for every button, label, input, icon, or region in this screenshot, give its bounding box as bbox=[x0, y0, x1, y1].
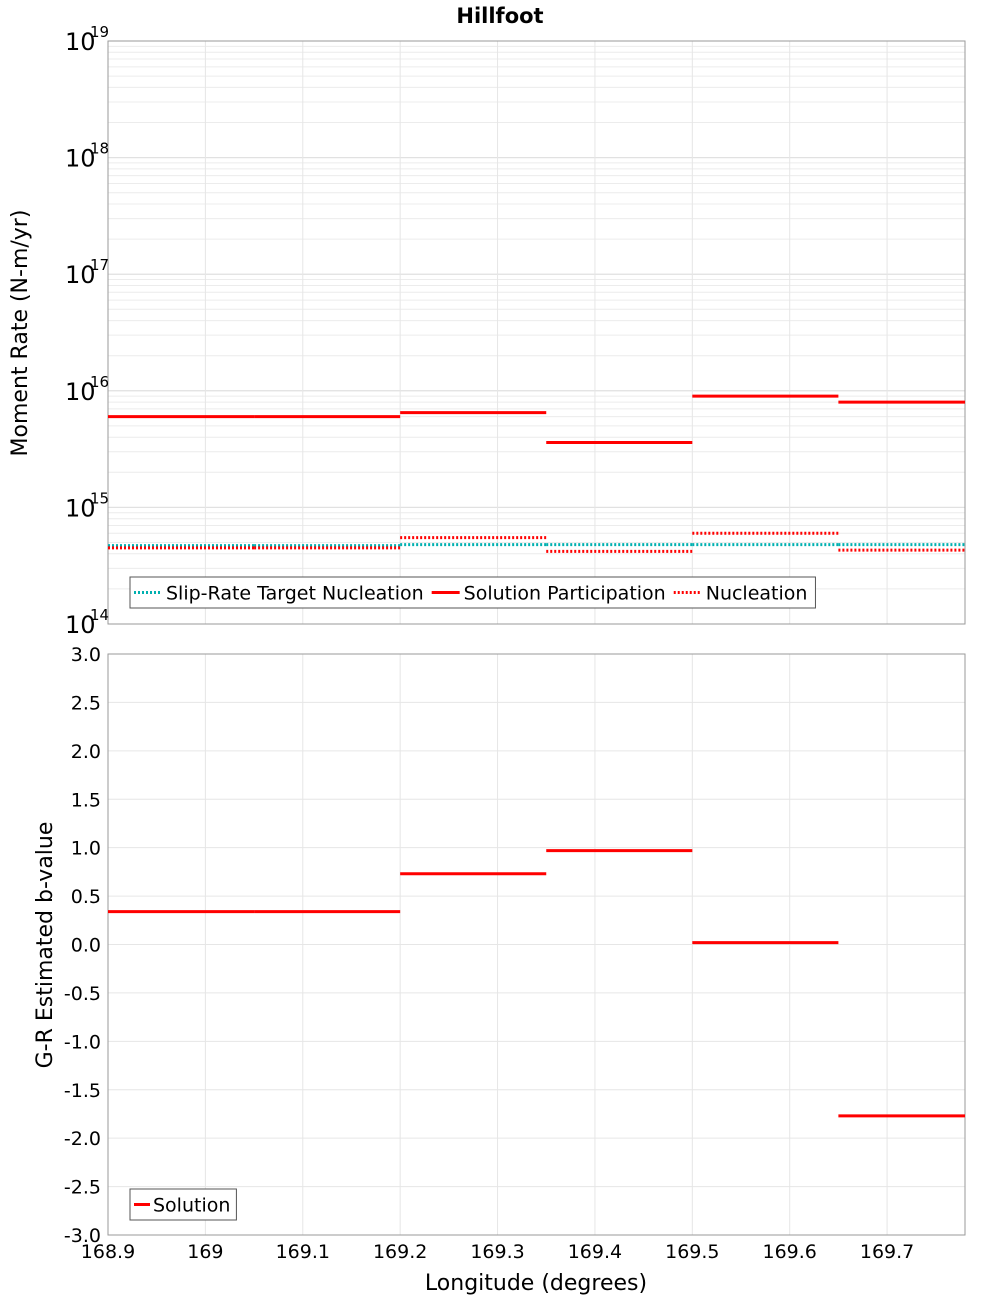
bottom-grid bbox=[107, 653, 965, 1236]
bottom-y-tick-label: 0.5 bbox=[71, 886, 101, 908]
legend-label: Solution Participation bbox=[464, 583, 666, 605]
b-value-chart: -3.0 -2.5 -2.0 -1.5 -1.0 -0.5 0.0 0.5 1.0 1.5 2.0 2… bbox=[33, 644, 966, 1296]
x-tick-label: 168.9 bbox=[81, 1241, 135, 1263]
x-axis-label: Longitude (degrees) bbox=[425, 1271, 647, 1296]
top-grid bbox=[107, 40, 965, 625]
bottom-y-tick-label: -1.0 bbox=[64, 1031, 101, 1053]
bottom-y-ticks: -3.0 -2.5 -2.0 -1.5 -1.0 -0.5 0.0 0.5 1.0 1.5 2.0 2… bbox=[64, 644, 101, 1247]
bottom-x-ticks: 168.9 169 169.1 169.2 169.3 169.4 169.5 169.6 16… bbox=[81, 1241, 914, 1263]
x-tick-label: 169.6 bbox=[763, 1241, 817, 1263]
top-y-tick-label: 10 bbox=[65, 494, 96, 522]
bottom-y-tick-label: -3.0 bbox=[64, 1225, 101, 1247]
top-y-tick-exponent: 19 bbox=[90, 23, 109, 41]
top-y-tick-label: 10 bbox=[65, 378, 96, 406]
legend-label: Slip-Rate Target Nucleation bbox=[166, 583, 424, 605]
x-tick-label: 169.5 bbox=[665, 1241, 719, 1263]
top-legend: Slip-Rate Target Nucleation Solution Part… bbox=[129, 576, 816, 609]
top-y-tick-label: 10 bbox=[65, 611, 96, 639]
bottom-y-tick-label: -2.0 bbox=[64, 1128, 101, 1150]
bottom-y-tick-label: -0.5 bbox=[64, 983, 101, 1005]
top-plot-frame bbox=[107, 40, 966, 625]
bottom-legend: Solution bbox=[129, 1188, 237, 1221]
legend-label: Solution bbox=[153, 1195, 230, 1217]
top-y-tick-exponent: 14 bbox=[90, 606, 109, 624]
bottom-y-axis-label: G-R Estimated b-value bbox=[33, 822, 58, 1069]
bottom-y-tick-label: 1.5 bbox=[71, 789, 101, 811]
top-y-tick-exponent: 17 bbox=[90, 256, 109, 274]
x-tick-label: 169.3 bbox=[470, 1241, 524, 1263]
top-y-tick-exponent: 15 bbox=[90, 489, 109, 507]
x-tick-label: 169.2 bbox=[373, 1241, 427, 1263]
bottom-y-tick-label: 2.0 bbox=[71, 741, 101, 763]
bottom-y-tick-label: 2.5 bbox=[71, 692, 101, 714]
top-y-tick-label: 10 bbox=[65, 261, 96, 289]
bottom-y-tick-label: -1.5 bbox=[64, 1080, 101, 1102]
top-y-tick-exponent: 16 bbox=[90, 373, 109, 391]
x-tick-label: 169 bbox=[187, 1241, 223, 1263]
x-tick-label: 169.7 bbox=[860, 1241, 914, 1263]
legend-label: Nucleation bbox=[706, 583, 808, 605]
bottom-plot-frame bbox=[107, 653, 966, 1236]
top-y-tick-exponent: 18 bbox=[90, 140, 109, 158]
bottom-y-tick-label: 0.0 bbox=[71, 935, 101, 957]
bottom-y-tick-label: 3.0 bbox=[71, 644, 101, 666]
bottom-y-tick-label: 1.0 bbox=[71, 838, 101, 860]
top-y-axis-label: Moment Rate (N-m/yr) bbox=[8, 210, 33, 457]
top-y-tick-label: 10 bbox=[65, 145, 96, 173]
chart-title: Hillfoot bbox=[456, 4, 543, 28]
top-series bbox=[108, 394, 965, 553]
top-y-tick-label: 10 bbox=[65, 28, 96, 56]
x-tick-label: 169.4 bbox=[568, 1241, 622, 1263]
bottom-y-tick-label: -2.5 bbox=[64, 1177, 101, 1199]
x-tick-label: 169.1 bbox=[276, 1241, 330, 1263]
bottom-series bbox=[108, 849, 965, 1118]
top-legend-box bbox=[129, 576, 816, 609]
